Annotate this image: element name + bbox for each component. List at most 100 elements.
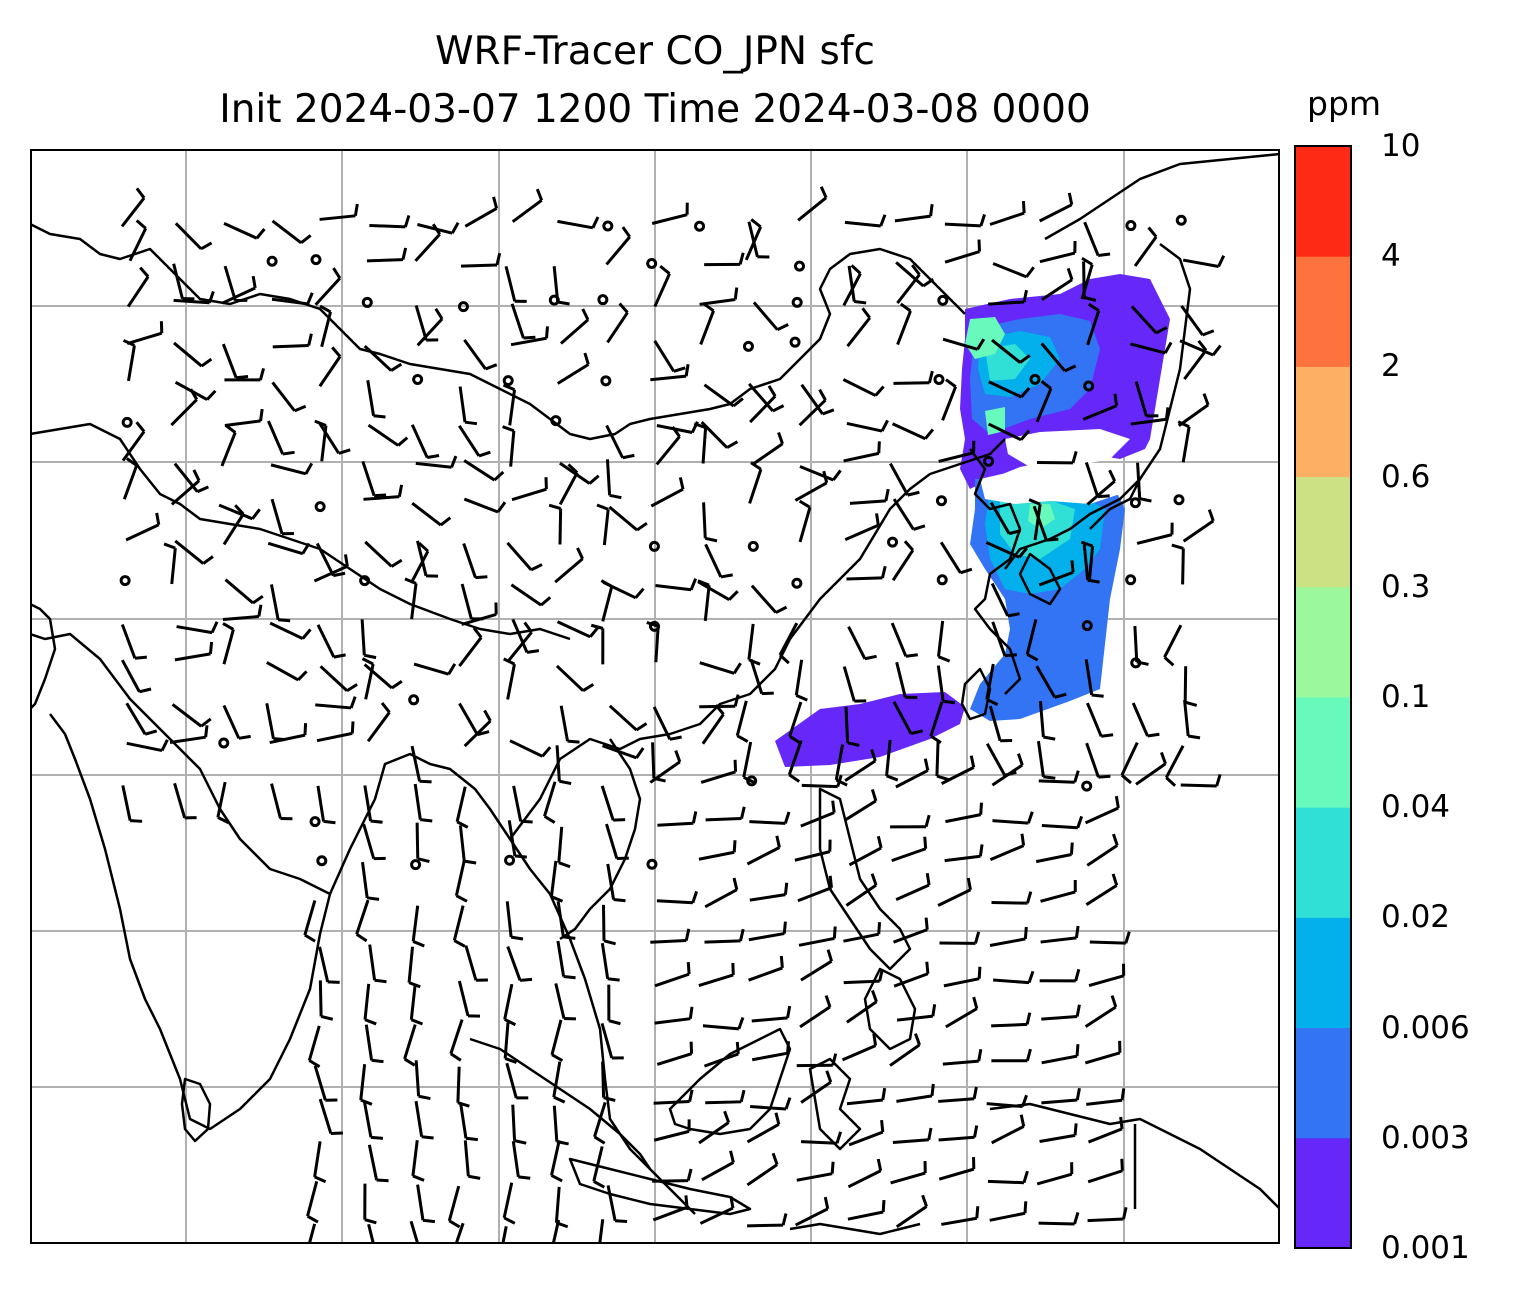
- wind-barb-flag: [1097, 494, 1110, 499]
- wind-barb-flag: [202, 555, 214, 565]
- wind-barb-flag: [163, 542, 176, 550]
- wind-barb-flag: [397, 436, 409, 447]
- wind-barb: [592, 1146, 604, 1182]
- wind-barb: [800, 811, 835, 828]
- wind-barb: [1040, 890, 1076, 903]
- wind-barb: [842, 378, 877, 397]
- wind-barb-flag: [924, 428, 935, 440]
- wind-barb: [944, 854, 981, 863]
- wind-barb: [801, 783, 838, 789]
- wind-barb: [552, 1105, 559, 1142]
- wind-barb: [891, 847, 927, 863]
- wind-barb: [559, 705, 570, 742]
- calm-wind-marker: [119, 575, 131, 587]
- wind-barb: [844, 220, 881, 228]
- calm-wind-marker: [316, 855, 328, 867]
- wind-barb: [511, 1140, 520, 1178]
- wind-barb-flag: [251, 275, 257, 289]
- wind-barb: [778, 622, 799, 656]
- wind-barb-flag: [1008, 529, 1022, 536]
- wind-barb: [735, 700, 748, 737]
- wind-barb-flag: [550, 895, 564, 903]
- calm-wind-marker: [266, 255, 278, 267]
- wind-barb-flag: [1147, 226, 1158, 238]
- map-border: [30, 149, 1280, 1244]
- wind-barb-flag: [783, 811, 791, 824]
- wind-barb-flag: [686, 962, 691, 975]
- wind-barb-flag: [930, 1083, 935, 1097]
- wind-barb-flag: [615, 1219, 628, 1224]
- wind-barb-flag: [1019, 354, 1031, 364]
- wind-barb: [221, 343, 238, 379]
- wind-barb-flag: [320, 1014, 334, 1021]
- wind-barb-flag: [545, 326, 549, 339]
- wind-barb-flag: [854, 300, 867, 305]
- wind-barb: [655, 584, 692, 592]
- wind-barb: [993, 978, 1030, 985]
- wind-barb: [1183, 349, 1208, 380]
- wind-barb: [606, 1185, 617, 1222]
- wind-barb-flag: [303, 723, 308, 736]
- calm-wind-marker: [648, 540, 660, 552]
- wind-barb-flag: [979, 802, 983, 815]
- wind-barb: [216, 781, 227, 818]
- wind-barb-flag: [204, 725, 209, 738]
- calm-wind-marker: [600, 375, 612, 387]
- wind-barb: [414, 305, 428, 341]
- wind-barb: [846, 1098, 883, 1106]
- chart-title-line1: WRF-Tracer CO_JPN sfc: [435, 29, 875, 74]
- colorbar-segment: [1295, 366, 1351, 478]
- wind-barb: [318, 1098, 333, 1134]
- wind-barb: [1082, 544, 1090, 581]
- wind-barb: [699, 310, 715, 345]
- wind-barb-flag: [750, 461, 762, 471]
- wind-barb: [935, 740, 940, 777]
- wind-barb: [891, 549, 915, 582]
- tracer-band-0.04: [965, 317, 1055, 529]
- wind-barb-flag: [635, 747, 645, 759]
- wind-barb: [896, 1094, 933, 1103]
- wind-barb: [460, 263, 498, 268]
- wind-barb-flag: [733, 287, 739, 300]
- wind-barb-flag: [776, 323, 789, 332]
- wind-barb: [414, 1100, 424, 1137]
- coastline-sri-lanka: [180, 1077, 212, 1143]
- wind-barb: [413, 783, 422, 820]
- wind-barb-flag: [691, 890, 699, 904]
- wind-barb: [605, 424, 624, 459]
- wind-barb-flag: [729, 1150, 735, 1163]
- wind-barb: [313, 1141, 322, 1178]
- wind-barb-flag: [390, 558, 403, 568]
- wind-barb-flag: [1164, 407, 1170, 420]
- wind-barb: [550, 1019, 563, 1056]
- wind-barb-flag: [923, 758, 930, 771]
- wind-barb: [938, 1097, 975, 1103]
- wind-barb: [364, 663, 375, 700]
- calm-wind-marker: [218, 737, 230, 749]
- colorbar-tick-label: 0.04: [1381, 789, 1451, 826]
- wind-barb-flag: [1073, 1212, 1080, 1225]
- wind-barb-flag: [878, 969, 884, 982]
- wind-barb: [841, 1044, 877, 1062]
- wind-barb-flag: [401, 247, 408, 260]
- wind-barb: [606, 311, 629, 344]
- wind-barb-flag: [1165, 776, 1177, 787]
- wind-barb: [746, 846, 781, 866]
- calm-wind-marker: [597, 294, 609, 306]
- wind-barb: [169, 735, 206, 744]
- wind-barb: [120, 659, 141, 693]
- wind-barb-flag: [922, 278, 935, 288]
- wind-barb-flag: [478, 450, 491, 458]
- wind-barb: [556, 901, 565, 938]
- wind-barb-flag: [914, 1033, 921, 1046]
- wind-barb: [363, 344, 393, 372]
- wind-barb-flag: [420, 818, 433, 823]
- wind-barb-flag: [972, 996, 979, 1010]
- wind-barb: [458, 386, 467, 423]
- wind-barb-flag: [977, 1049, 983, 1062]
- wind-barb: [458, 702, 479, 736]
- wind-barb-flag: [314, 419, 327, 427]
- wind-barb: [318, 946, 330, 983]
- wind-barb: [269, 621, 304, 640]
- wind-barb-flag: [684, 1195, 689, 1208]
